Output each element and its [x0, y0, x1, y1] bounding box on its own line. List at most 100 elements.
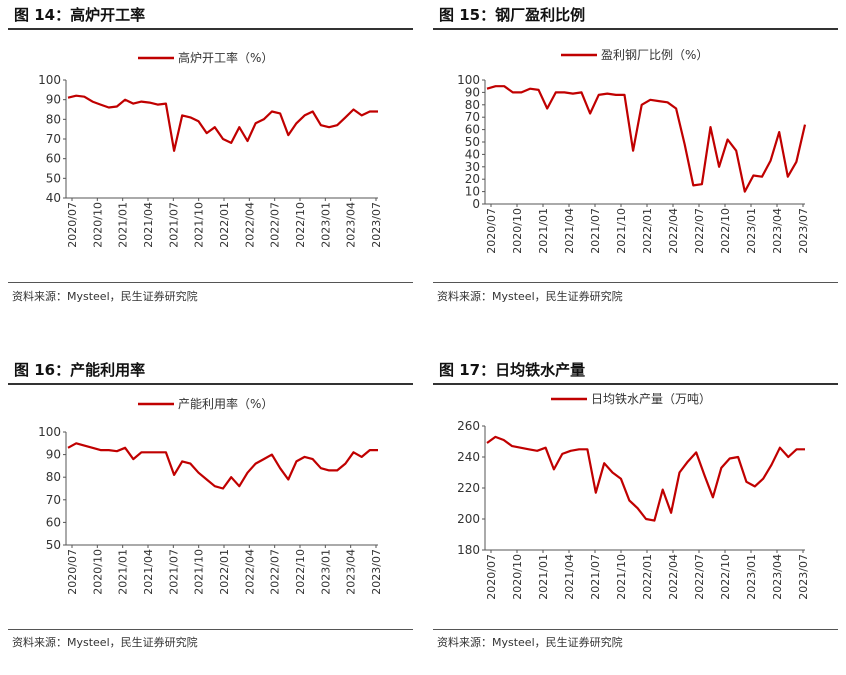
- source-note: 资料来源：Mysteel，民生证券研究院: [12, 634, 198, 650]
- y-tick-label: 100: [38, 425, 61, 439]
- y-tick-label: 100: [38, 73, 61, 87]
- y-tick-label: 100: [457, 73, 480, 87]
- x-tick-label: 2022/04: [243, 549, 256, 595]
- series-line: [487, 437, 805, 521]
- y-tick-label: 80: [46, 112, 61, 126]
- x-tick-label: 2021/10: [615, 554, 628, 600]
- x-tick-label: 2023/04: [345, 202, 358, 248]
- x-tick-label: 2022/04: [667, 554, 680, 600]
- x-tick-label: 2022/07: [693, 554, 706, 600]
- x-tick-label: 2020/07: [485, 554, 498, 600]
- x-tick-label: 2022/01: [218, 549, 231, 595]
- x-tick-label: 2023/04: [771, 208, 784, 254]
- y-tick-label: 90: [46, 448, 61, 462]
- x-tick-label: 2020/10: [91, 202, 104, 248]
- x-tick-label: 2021/07: [589, 554, 602, 600]
- y-tick-label: 60: [465, 123, 480, 137]
- legend-label: 日均铁水产量（万吨）: [591, 392, 711, 406]
- x-tick-label: 2022/07: [269, 549, 282, 595]
- x-tick-label: 2022/10: [294, 549, 307, 595]
- legend-label: 盈利钢厂比例（%）: [601, 48, 708, 62]
- y-tick-label: 60: [46, 515, 61, 529]
- x-tick-label: 2023/07: [797, 208, 810, 254]
- x-tick-label: 2023/01: [745, 554, 758, 600]
- y-tick-label: 200: [457, 512, 480, 526]
- source-rule: [433, 629, 838, 630]
- x-tick-label: 2022/10: [719, 208, 732, 254]
- legend-label: 高炉开工率（%）: [178, 50, 273, 65]
- x-tick-label: 2020/07: [485, 208, 498, 254]
- y-tick-label: 60: [46, 152, 61, 166]
- source-note: 资料来源：Mysteel，民生证券研究院: [12, 288, 198, 304]
- y-tick-label: 30: [465, 160, 480, 174]
- source-rule: [8, 282, 413, 283]
- x-tick-label: 2023/01: [319, 202, 332, 248]
- x-tick-label: 2020/10: [511, 208, 524, 254]
- x-tick-label: 2021/01: [537, 208, 550, 254]
- y-tick-label: 180: [457, 543, 480, 557]
- x-tick-label: 2022/10: [719, 554, 732, 600]
- x-tick-label: 2022/04: [243, 202, 256, 248]
- y-tick-label: 260: [457, 419, 480, 433]
- x-tick-label: 2023/01: [745, 208, 758, 254]
- x-tick-label: 2022/01: [641, 554, 654, 600]
- y-tick-label: 40: [46, 191, 61, 205]
- x-tick-label: 2021/01: [117, 202, 130, 248]
- y-tick-label: 240: [457, 450, 480, 464]
- series-line: [487, 86, 805, 191]
- y-tick-label: 40: [465, 147, 480, 161]
- source-note: 资料来源：Mysteel，民生证券研究院: [437, 288, 623, 304]
- source-rule: [433, 282, 838, 283]
- x-tick-label: 2023/01: [319, 549, 332, 595]
- x-tick-label: 2022/10: [294, 202, 307, 248]
- x-tick-label: 2021/04: [563, 208, 576, 254]
- y-tick-label: 50: [46, 171, 61, 185]
- x-tick-label: 2023/07: [370, 202, 383, 248]
- x-tick-label: 2021/07: [589, 208, 602, 254]
- x-tick-label: 2020/07: [66, 549, 79, 595]
- y-tick-label: 220: [457, 481, 480, 495]
- x-tick-label: 2023/04: [345, 549, 358, 595]
- series-line: [68, 96, 378, 151]
- y-tick-label: 70: [46, 493, 61, 507]
- chart-svg: 180 200 220 240 260 2020/07 2020/10 2021/01 2021…: [433, 355, 838, 655]
- x-tick-label: 2021/07: [167, 202, 180, 248]
- y-tick-label: 80: [465, 98, 480, 112]
- x-tick-label: 2021/10: [193, 549, 206, 595]
- y-tick-label: 90: [465, 85, 480, 99]
- x-tick-label: 2020/10: [91, 549, 104, 595]
- x-tick-label: 2021/07: [167, 549, 180, 595]
- x-tick-label: 2021/01: [537, 554, 550, 600]
- x-tick-label: 2021/01: [117, 549, 130, 595]
- x-tick-label: 2020/07: [66, 202, 79, 248]
- y-tick-label: 50: [46, 538, 61, 552]
- y-tick-label: 70: [465, 110, 480, 124]
- y-tick-label: 20: [465, 172, 480, 186]
- x-tick-label: 2022/07: [693, 208, 706, 254]
- x-tick-label: 2022/04: [667, 208, 680, 254]
- x-tick-label: 2021/04: [142, 549, 155, 595]
- x-tick-label: 2022/07: [269, 202, 282, 248]
- source-note: 资料来源：Mysteel，民生证券研究院: [437, 634, 623, 650]
- x-tick-label: 2023/04: [771, 554, 784, 600]
- legend-label: 产能利用率（%）: [178, 396, 273, 411]
- y-tick-label: 50: [465, 135, 480, 149]
- source-rule: [8, 629, 413, 630]
- x-tick-label: 2022/01: [218, 202, 231, 248]
- x-tick-label: 2021/10: [193, 202, 206, 248]
- x-tick-label: 2021/04: [142, 202, 155, 248]
- x-tick-label: 2023/07: [370, 549, 383, 595]
- y-tick-label: 0: [472, 197, 480, 211]
- x-tick-label: 2020/10: [511, 554, 524, 600]
- y-tick-label: 90: [46, 93, 61, 107]
- x-tick-label: 2021/04: [563, 554, 576, 600]
- x-tick-label: 2021/10: [615, 208, 628, 254]
- x-tick-label: 2023/07: [797, 554, 810, 600]
